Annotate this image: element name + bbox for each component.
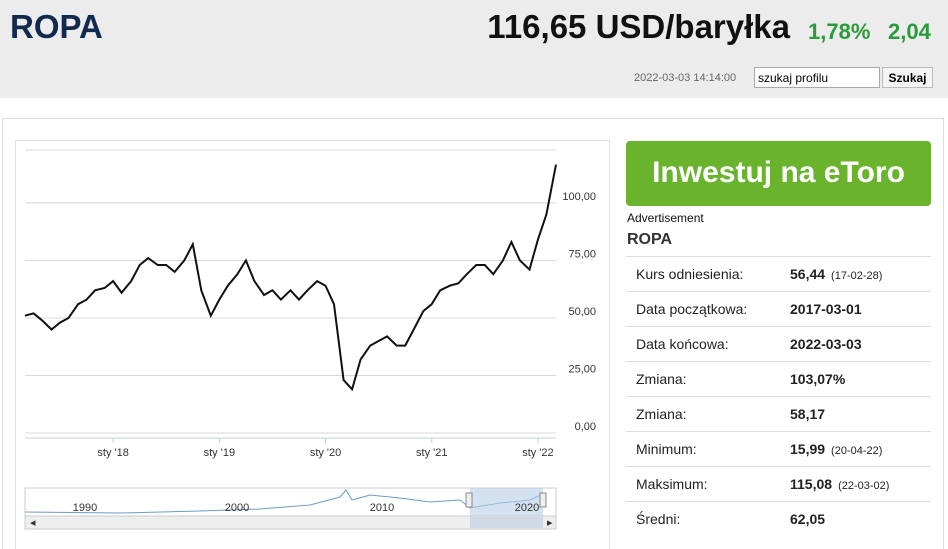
navigator-range[interactable] xyxy=(470,488,543,516)
stat-cell: 56,44 (17-02-28) xyxy=(790,256,931,292)
stat-label: Data początkowa: xyxy=(626,291,790,327)
price: 116,65 USD/baryłka xyxy=(487,8,790,45)
navigator-label: 1990 xyxy=(73,502,97,514)
y-tick-label: 100,00 xyxy=(562,191,596,203)
stats-table: Kurs odniesienia: 56,44 (17-02-28) Data poc… xyxy=(626,256,931,536)
stat-label: Minimum: xyxy=(626,431,790,467)
search-input[interactable] xyxy=(754,67,880,88)
stat-note: (22-03-02) xyxy=(838,480,890,492)
timestamp: 2022-03-03 14:14:00 xyxy=(634,72,737,84)
stat-value: 103,07% xyxy=(790,371,846,387)
stat-cell: 58,17 xyxy=(790,396,931,432)
stat-value: 2017-03-01 xyxy=(790,301,862,317)
price-line xyxy=(24,164,557,392)
change-pct: 1,78% xyxy=(808,19,871,44)
stat-label: Data końcowa: xyxy=(626,326,790,362)
stat-value: 115,08 xyxy=(790,476,833,492)
x-tick-label: sty '20 xyxy=(310,447,341,459)
change-abs: 2,04 xyxy=(888,19,931,44)
stats-row: Data końcowa: 2022-03-03 xyxy=(626,326,931,362)
stat-value: 2022-03-03 xyxy=(790,336,862,352)
stat-label: Kurs odniesienia: xyxy=(626,256,790,292)
scrollbar-thumb[interactable] xyxy=(470,517,543,528)
stat-value: 15,99 xyxy=(790,441,826,457)
stats-row: Maksimum: 115,08 (22-03-02) xyxy=(626,466,931,502)
stat-label: Zmiana: xyxy=(626,396,790,432)
stat-cell: 2017-03-01 xyxy=(790,291,931,327)
y-tick-label: 25,00 xyxy=(568,363,596,375)
stat-cell: 62,05 xyxy=(790,501,931,536)
search-button[interactable]: Szukaj xyxy=(882,67,933,88)
x-tick-label: sty '22 xyxy=(522,447,553,459)
navigator-label: 2000 xyxy=(225,502,249,514)
title: ROPA xyxy=(10,8,103,45)
stat-cell: 15,99 (20-04-22) xyxy=(790,431,931,467)
stats-row: Zmiana: 58,17 xyxy=(626,396,931,432)
y-tick-label: 75,00 xyxy=(568,248,596,260)
stat-value: 58,17 xyxy=(790,406,826,422)
stats-row: Data początkowa: 2017-03-01 xyxy=(626,291,931,327)
stats-row: Kurs odniesienia: 56,44 (17-02-28) xyxy=(626,256,931,292)
stat-note: (20-04-22) xyxy=(831,445,883,457)
scrollbar[interactable] xyxy=(24,515,557,530)
stats-row: Minimum: 15,99 (20-04-22) xyxy=(626,431,931,467)
chart-box xyxy=(15,140,610,549)
y-tick-label: 50,00 xyxy=(568,306,596,318)
navigator-handle[interactable] xyxy=(465,492,473,508)
stat-value: 56,44 xyxy=(790,266,826,282)
instrument-name: ROPA xyxy=(627,231,673,248)
stats-row: Zmiana: 103,07% xyxy=(626,361,931,397)
scroll-arrow[interactable]: ▸ xyxy=(547,517,553,529)
content-panel xyxy=(2,118,944,549)
x-tick-label: sty '18 xyxy=(97,447,128,459)
stats-row: Średni: 62,05 xyxy=(626,501,931,536)
stat-cell: 115,08 (22-03-02) xyxy=(790,466,931,502)
stat-label: Maksimum: xyxy=(626,466,790,502)
stat-cell: 103,07% xyxy=(790,361,931,397)
navigator-label: 2020 xyxy=(515,502,539,514)
stat-note: (17-02-28) xyxy=(831,270,883,282)
stat-value: 62,05 xyxy=(790,511,826,527)
ad-label: Advertisement xyxy=(627,211,704,225)
scroll-arrow[interactable]: ◂ xyxy=(30,517,36,529)
stat-label: Zmiana: xyxy=(626,361,790,397)
y-tick-label: 0,00 xyxy=(575,421,596,433)
stat-label: Średni: xyxy=(626,501,790,536)
navigator-handle[interactable] xyxy=(539,492,547,508)
stat-cell: 2022-03-03 xyxy=(790,326,931,362)
navigator-label: 2010 xyxy=(370,502,394,514)
x-tick-label: sty '19 xyxy=(204,447,235,459)
navigator: ◂ ▸ xyxy=(24,487,557,530)
ad-button[interactable]: Inwestuj na eToro xyxy=(626,141,931,206)
x-tick-label: sty '21 xyxy=(416,447,447,459)
